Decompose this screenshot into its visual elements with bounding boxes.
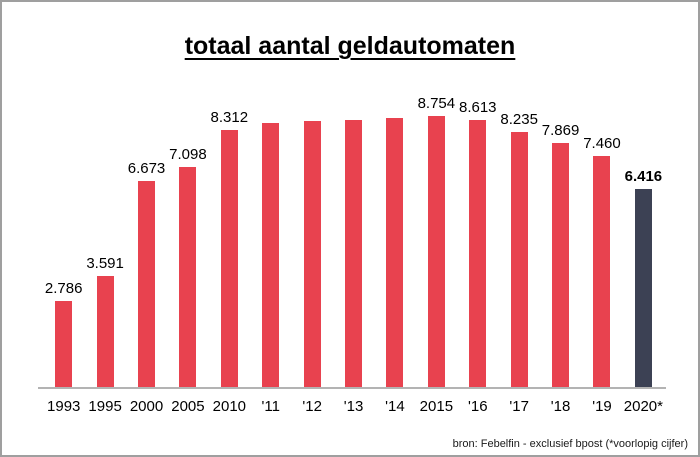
bar — [262, 123, 280, 388]
x-axis-label: 2000 — [129, 398, 164, 415]
bar — [552, 143, 570, 388]
bar-value-label: 8.754 — [417, 95, 456, 112]
bar-column: 8.754 — [416, 94, 457, 388]
x-axis-label: '19 — [592, 398, 612, 415]
x-axis-label: 2015 — [419, 398, 454, 415]
x-axis-label: '14 — [385, 398, 405, 415]
x-axis-label: '13 — [343, 398, 364, 415]
title-area: totaal aantal geldautomaten — [2, 32, 698, 61]
bar — [593, 156, 611, 388]
x-axis-label: 2020* — [623, 398, 663, 415]
x-axis-label: 1993 — [47, 398, 81, 415]
bar-value-label: 7.460 — [583, 135, 621, 152]
x-axis-label: '18 — [550, 398, 571, 415]
bar-value-label: 8.235 — [500, 111, 538, 128]
bar-column: 8.613 — [457, 94, 498, 388]
bar-column: 8.312 — [209, 94, 250, 388]
chart-title: totaal aantal geldautomaten — [184, 32, 516, 60]
x-axis-label: '12 — [302, 398, 322, 415]
bar-column: 2.786 — [43, 94, 84, 388]
x-axis-label: 2010 — [212, 398, 247, 415]
bar-value-label: 8.613 — [458, 99, 497, 116]
bar — [427, 116, 445, 388]
bar — [386, 118, 404, 388]
bar-column — [374, 94, 415, 388]
bar-column: 8.235 — [498, 94, 539, 388]
bar — [469, 120, 487, 388]
bar — [179, 167, 197, 388]
bar-value-label: 6.416 — [624, 168, 663, 185]
bar — [303, 121, 321, 388]
bar-plot: 2.786 3.591 6.673 7.098 8.312 8.754 8.613 8.235… — [43, 94, 664, 388]
bar-column — [250, 94, 291, 388]
bar-column: 7.460 — [581, 94, 622, 388]
bar-value-label: 3.591 — [86, 255, 124, 272]
x-axis-label: 2005 — [171, 398, 205, 415]
source-note: bron: Febelfin - exclusief bpost (*voorl… — [452, 438, 688, 450]
bar-column: 6.673 — [126, 94, 167, 388]
bar — [634, 189, 652, 388]
bar — [345, 120, 363, 388]
bar — [510, 132, 528, 388]
bar-column: 6.416 — [623, 94, 664, 388]
bar-value-label: 6.673 — [127, 160, 166, 177]
bar-column — [333, 94, 374, 388]
x-axis-label: 1995 — [88, 398, 122, 415]
bar-column: 7.869 — [540, 94, 581, 388]
bar — [220, 130, 238, 388]
x-axis-labels: 1993 1995 2000 2005 2010 '11 '12 '13 '14 2015 '16 '… — [43, 398, 664, 415]
bar — [55, 301, 73, 388]
bar-value-label: 8.312 — [210, 109, 249, 126]
bar — [96, 276, 114, 388]
bar-value-label: 2.786 — [44, 280, 83, 297]
bar-value-label: 7.098 — [169, 146, 207, 163]
bar-column: 3.591 — [84, 94, 125, 388]
x-axis-line — [38, 387, 666, 389]
bar — [138, 181, 156, 388]
bar-column: 7.098 — [167, 94, 208, 388]
x-axis-label: '17 — [509, 398, 529, 415]
x-axis-label: '16 — [467, 398, 488, 415]
x-axis-label: '11 — [261, 398, 280, 415]
bar-value-label: 7.869 — [541, 122, 580, 139]
bar-column — [291, 94, 332, 388]
